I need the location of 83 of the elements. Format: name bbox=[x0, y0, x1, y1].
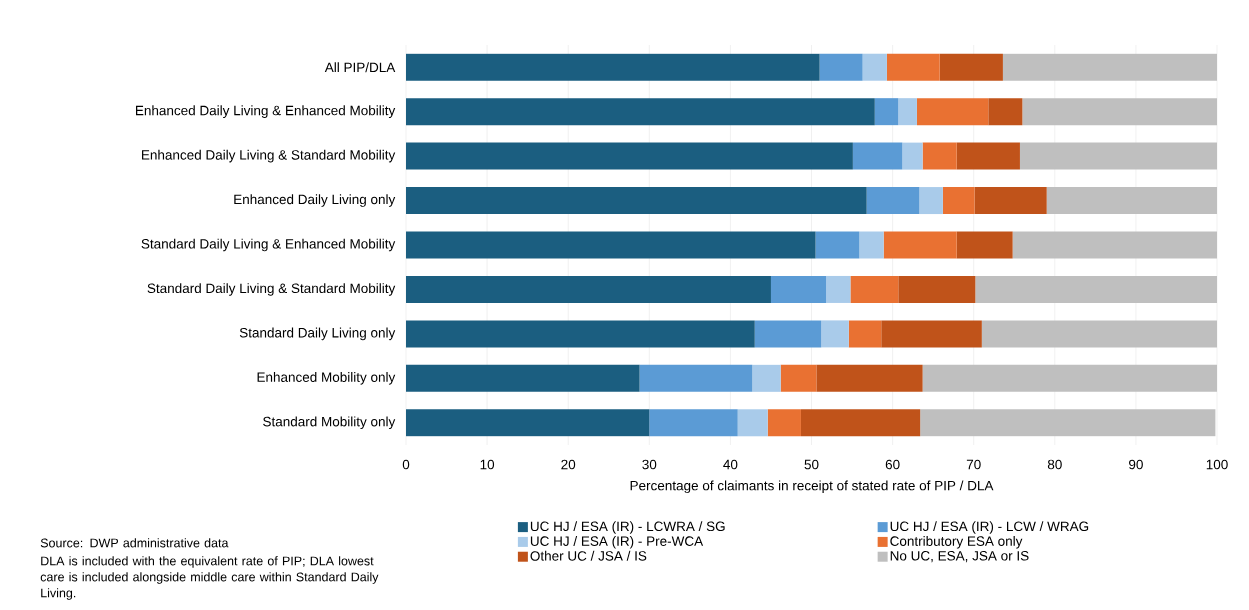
y-tick-label: Enhanced Mobility only bbox=[257, 372, 396, 385]
bar bbox=[754, 320, 822, 348]
bar bbox=[770, 275, 827, 303]
bar bbox=[956, 231, 1013, 259]
bar bbox=[1012, 231, 1218, 259]
bar bbox=[1002, 53, 1218, 81]
y-tick-label: All PIP/DLA bbox=[324, 62, 396, 73]
bar bbox=[406, 187, 867, 215]
bar bbox=[826, 275, 851, 303]
bar bbox=[919, 187, 943, 215]
bar bbox=[988, 98, 1023, 126]
bar bbox=[874, 98, 899, 126]
bar bbox=[406, 98, 875, 126]
legend-label: Other UC / JSA / IS bbox=[530, 550, 647, 561]
legend-label: Contributory ESA only bbox=[890, 536, 1023, 549]
y-tick-label: Enhanced Daily Living only bbox=[234, 194, 396, 207]
bar bbox=[406, 409, 650, 437]
bar bbox=[1046, 187, 1218, 215]
x-tick-label: 30 bbox=[642, 459, 657, 470]
bar bbox=[752, 364, 781, 392]
bar bbox=[780, 364, 817, 392]
legend-label: No UC, ESA, JSA or IS bbox=[890, 551, 1029, 563]
bar bbox=[981, 320, 1218, 348]
bar bbox=[406, 53, 820, 81]
bar bbox=[859, 231, 884, 259]
bar bbox=[1022, 98, 1218, 126]
bar bbox=[974, 187, 1047, 215]
bar bbox=[800, 409, 921, 437]
bar bbox=[898, 275, 976, 303]
bar bbox=[815, 231, 860, 259]
x-tick-label: 100 bbox=[1206, 459, 1228, 470]
y-tick-label: Standard Mobility only bbox=[263, 416, 396, 430]
bar bbox=[639, 364, 753, 392]
bar bbox=[866, 187, 920, 215]
bar bbox=[881, 320, 982, 348]
bar bbox=[850, 275, 899, 303]
x-tick-label: 80 bbox=[1047, 459, 1062, 470]
bar bbox=[821, 320, 849, 348]
bar bbox=[939, 53, 1003, 81]
source-note: Source: DWP administrative data bbox=[40, 538, 229, 548]
bar bbox=[767, 409, 801, 437]
x-tick-label: 10 bbox=[480, 459, 495, 470]
x-tick-label: 50 bbox=[804, 459, 819, 470]
x-tick-label: 40 bbox=[723, 459, 738, 470]
bar bbox=[406, 142, 853, 170]
y-tick-label: Enhanced Daily Living & Enhanced Mobility bbox=[136, 105, 396, 118]
bar bbox=[956, 142, 1020, 170]
bar bbox=[406, 320, 755, 348]
bar bbox=[816, 364, 923, 392]
bar bbox=[737, 409, 768, 437]
bar bbox=[886, 53, 940, 81]
bar bbox=[916, 98, 989, 126]
x-tick-label: 70 bbox=[966, 459, 981, 470]
y-tick-label: Enhanced Daily Living & Standard Mobility bbox=[142, 149, 396, 163]
bar bbox=[406, 275, 771, 303]
y-tick-label: Standard Daily Living only bbox=[239, 327, 396, 341]
bar bbox=[902, 142, 923, 170]
bar bbox=[922, 142, 957, 170]
bar bbox=[883, 231, 957, 259]
y-tick-label: Standard Daily Living & Standard Mobility bbox=[147, 283, 396, 296]
bar bbox=[819, 53, 863, 81]
bar bbox=[942, 187, 975, 215]
bar bbox=[848, 320, 882, 348]
bar bbox=[1019, 142, 1218, 170]
x-tick-label: 20 bbox=[561, 459, 576, 470]
bar bbox=[406, 231, 816, 259]
x-tick-label: 60 bbox=[885, 459, 900, 470]
bar bbox=[649, 409, 738, 437]
y-tick-label: Standard Daily Living & Enhanced Mobility bbox=[141, 238, 396, 252]
bar bbox=[975, 275, 1218, 303]
x-tick-label: 0 bbox=[402, 459, 410, 470]
legend-label: UC HJ / ESA (IR) - LCWRA / SG bbox=[530, 521, 725, 534]
x-tick-label: 90 bbox=[1129, 459, 1143, 470]
bar bbox=[922, 364, 1218, 392]
bar bbox=[862, 53, 887, 81]
bar bbox=[852, 142, 903, 170]
bar bbox=[898, 98, 917, 126]
bar bbox=[920, 409, 1216, 437]
legend-label: UC HJ / ESA (IR) - Pre-WCA bbox=[530, 536, 704, 549]
text: DLA is included with the equivalent rate of PIP; DLA lowest care is included alongside middle care within Standard Daily Living. bbox=[40, 556, 379, 600]
legend-label: UC HJ / ESA (IR) - LCW / WRAG bbox=[890, 521, 1089, 534]
x-axis-title: Percentage of claimants in receipt of stated rate of PIP / DLA bbox=[630, 480, 994, 494]
bar bbox=[406, 364, 640, 392]
